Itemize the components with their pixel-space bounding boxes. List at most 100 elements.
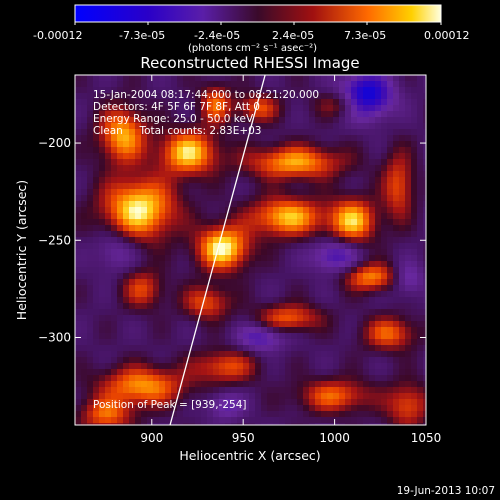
heatmap-cell [297, 249, 304, 256]
heatmap-cell [285, 357, 292, 364]
heatmap-cell [237, 285, 244, 292]
heatmap-cell [141, 201, 148, 208]
heatmap-cell [357, 171, 364, 178]
heatmap-cell [231, 75, 238, 82]
heatmap-cell [141, 417, 148, 424]
heatmap-cell [267, 177, 274, 184]
heatmap-cell [309, 75, 316, 82]
heatmap-cell [369, 213, 376, 220]
heatmap-cell [363, 117, 370, 124]
heatmap-cell [243, 147, 250, 154]
heatmap-cell [195, 231, 202, 238]
heatmap-cell [189, 315, 196, 322]
heatmap-cell [327, 153, 334, 160]
heatmap-cell [291, 213, 298, 220]
heatmap-cell [147, 327, 154, 334]
heatmap-cell [123, 363, 130, 370]
heatmap-cell [285, 405, 292, 412]
heatmap-cell [117, 261, 124, 268]
heatmap-cell [399, 165, 406, 172]
heatmap-cell [393, 183, 400, 190]
heatmap-cell [195, 327, 202, 334]
heatmap-cell [99, 309, 106, 316]
heatmap-cell [315, 345, 322, 352]
heatmap-cell [99, 267, 106, 274]
heatmap-cell [141, 405, 148, 412]
heatmap-cell [93, 135, 100, 142]
heatmap-cell [381, 309, 388, 316]
heatmap-cell [273, 159, 280, 166]
heatmap-cell [123, 417, 130, 424]
heatmap-cell [399, 333, 406, 340]
heatmap-cell [279, 399, 286, 406]
heatmap-cell [411, 411, 418, 418]
heatmap-cell [273, 375, 280, 382]
heatmap-cell [381, 81, 388, 88]
heatmap-cell [369, 105, 376, 112]
heatmap-cell [255, 75, 262, 82]
heatmap-cell [273, 201, 280, 208]
heatmap-cell [93, 321, 100, 328]
heatmap-cell [189, 369, 196, 376]
heatmap-cell [291, 87, 298, 94]
heatmap-cell [291, 375, 298, 382]
heatmap-cell [333, 81, 340, 88]
heatmap-cell [381, 279, 388, 286]
heatmap-cell [189, 267, 196, 274]
heatmap-cell [135, 135, 142, 142]
heatmap-cell [117, 357, 124, 364]
heatmap-cell [153, 405, 160, 412]
heatmap-cell [201, 417, 208, 424]
heatmap-cell [207, 135, 214, 142]
heatmap-cell [129, 93, 136, 100]
heatmap-cell [339, 213, 346, 220]
peak-position-text: Position of Peak = [939,-254] [93, 399, 247, 411]
heatmap-cell [141, 195, 148, 202]
heatmap-cell [87, 327, 94, 334]
heatmap-cell [243, 273, 250, 280]
heatmap-cell [255, 351, 262, 358]
heatmap-cell [231, 351, 238, 358]
heatmap-cell [387, 111, 394, 118]
heatmap-cell [381, 387, 388, 394]
heatmap-cell [189, 147, 196, 154]
heatmap-cell [99, 249, 106, 256]
heatmap-cell [171, 111, 178, 118]
heatmap-cell [411, 261, 418, 268]
heatmap-cell [273, 213, 280, 220]
heatmap-cell [393, 225, 400, 232]
heatmap-cell [291, 219, 298, 226]
heatmap-cell [183, 111, 190, 118]
heatmap-cell [99, 345, 106, 352]
heatmap-cell [117, 393, 124, 400]
heatmap-cell [231, 153, 238, 160]
heatmap-cell [111, 147, 118, 154]
heatmap-cell [123, 327, 130, 334]
heatmap-cell [333, 105, 340, 112]
heatmap-cell [225, 399, 232, 406]
heatmap-cell [105, 255, 112, 262]
heatmap-cell [183, 165, 190, 172]
heatmap-cell [405, 423, 412, 425]
heatmap-cell [291, 201, 298, 208]
heatmap-cell [315, 87, 322, 94]
heatmap-cell [165, 321, 172, 328]
heatmap-cell [93, 267, 100, 274]
heatmap-cell [393, 381, 400, 388]
heatmap-cell [267, 387, 274, 394]
heatmap-cell [201, 267, 208, 274]
heatmap-cell [105, 207, 112, 214]
heatmap-cell [261, 381, 268, 388]
heatmap-cell [297, 273, 304, 280]
heatmap-cell [93, 327, 100, 334]
heatmap-cell [117, 147, 124, 154]
heatmap-cell [189, 93, 196, 100]
heatmap-cell [309, 423, 316, 425]
heatmap-cell [213, 423, 220, 425]
heatmap-cell [345, 399, 352, 406]
heatmap-cell [243, 231, 250, 238]
heatmap-cell [393, 339, 400, 346]
heatmap-cell [417, 297, 424, 304]
heatmap-cell [357, 339, 364, 346]
heatmap-cell [195, 297, 202, 304]
